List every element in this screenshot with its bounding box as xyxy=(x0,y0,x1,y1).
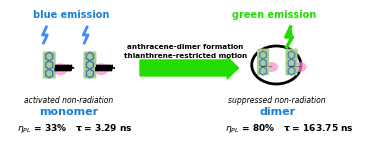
Polygon shape xyxy=(286,27,293,37)
FancyBboxPatch shape xyxy=(257,49,269,75)
FancyBboxPatch shape xyxy=(84,52,96,78)
FancyArrow shape xyxy=(140,57,239,79)
FancyBboxPatch shape xyxy=(43,52,55,78)
Text: thianthrene-restricted motion: thianthrene-restricted motion xyxy=(124,53,247,59)
Text: monomer: monomer xyxy=(40,107,99,117)
Ellipse shape xyxy=(265,62,278,72)
Text: green emission: green emission xyxy=(232,10,316,20)
Text: dimer: dimer xyxy=(259,107,295,117)
Text: $\eta_{PL}$ = 33%   τ = 3.29 ns: $\eta_{PL}$ = 33% τ = 3.29 ns xyxy=(17,122,133,135)
Text: anthracene-dimer formation: anthracene-dimer formation xyxy=(127,44,244,50)
Ellipse shape xyxy=(53,63,68,75)
Ellipse shape xyxy=(94,63,108,75)
FancyBboxPatch shape xyxy=(286,49,297,75)
Text: activated non-radiation: activated non-radiation xyxy=(25,96,114,105)
Text: ~~~: ~~~ xyxy=(287,64,301,69)
Ellipse shape xyxy=(293,62,307,72)
Text: suppressed non-radiation: suppressed non-radiation xyxy=(228,96,326,105)
Text: ~~~: ~~~ xyxy=(259,64,273,69)
Text: blue emission: blue emission xyxy=(33,10,110,20)
Text: $\eta_{PL}$ = 80%   τ = 163.75 ns: $\eta_{PL}$ = 80% τ = 163.75 ns xyxy=(225,122,354,135)
